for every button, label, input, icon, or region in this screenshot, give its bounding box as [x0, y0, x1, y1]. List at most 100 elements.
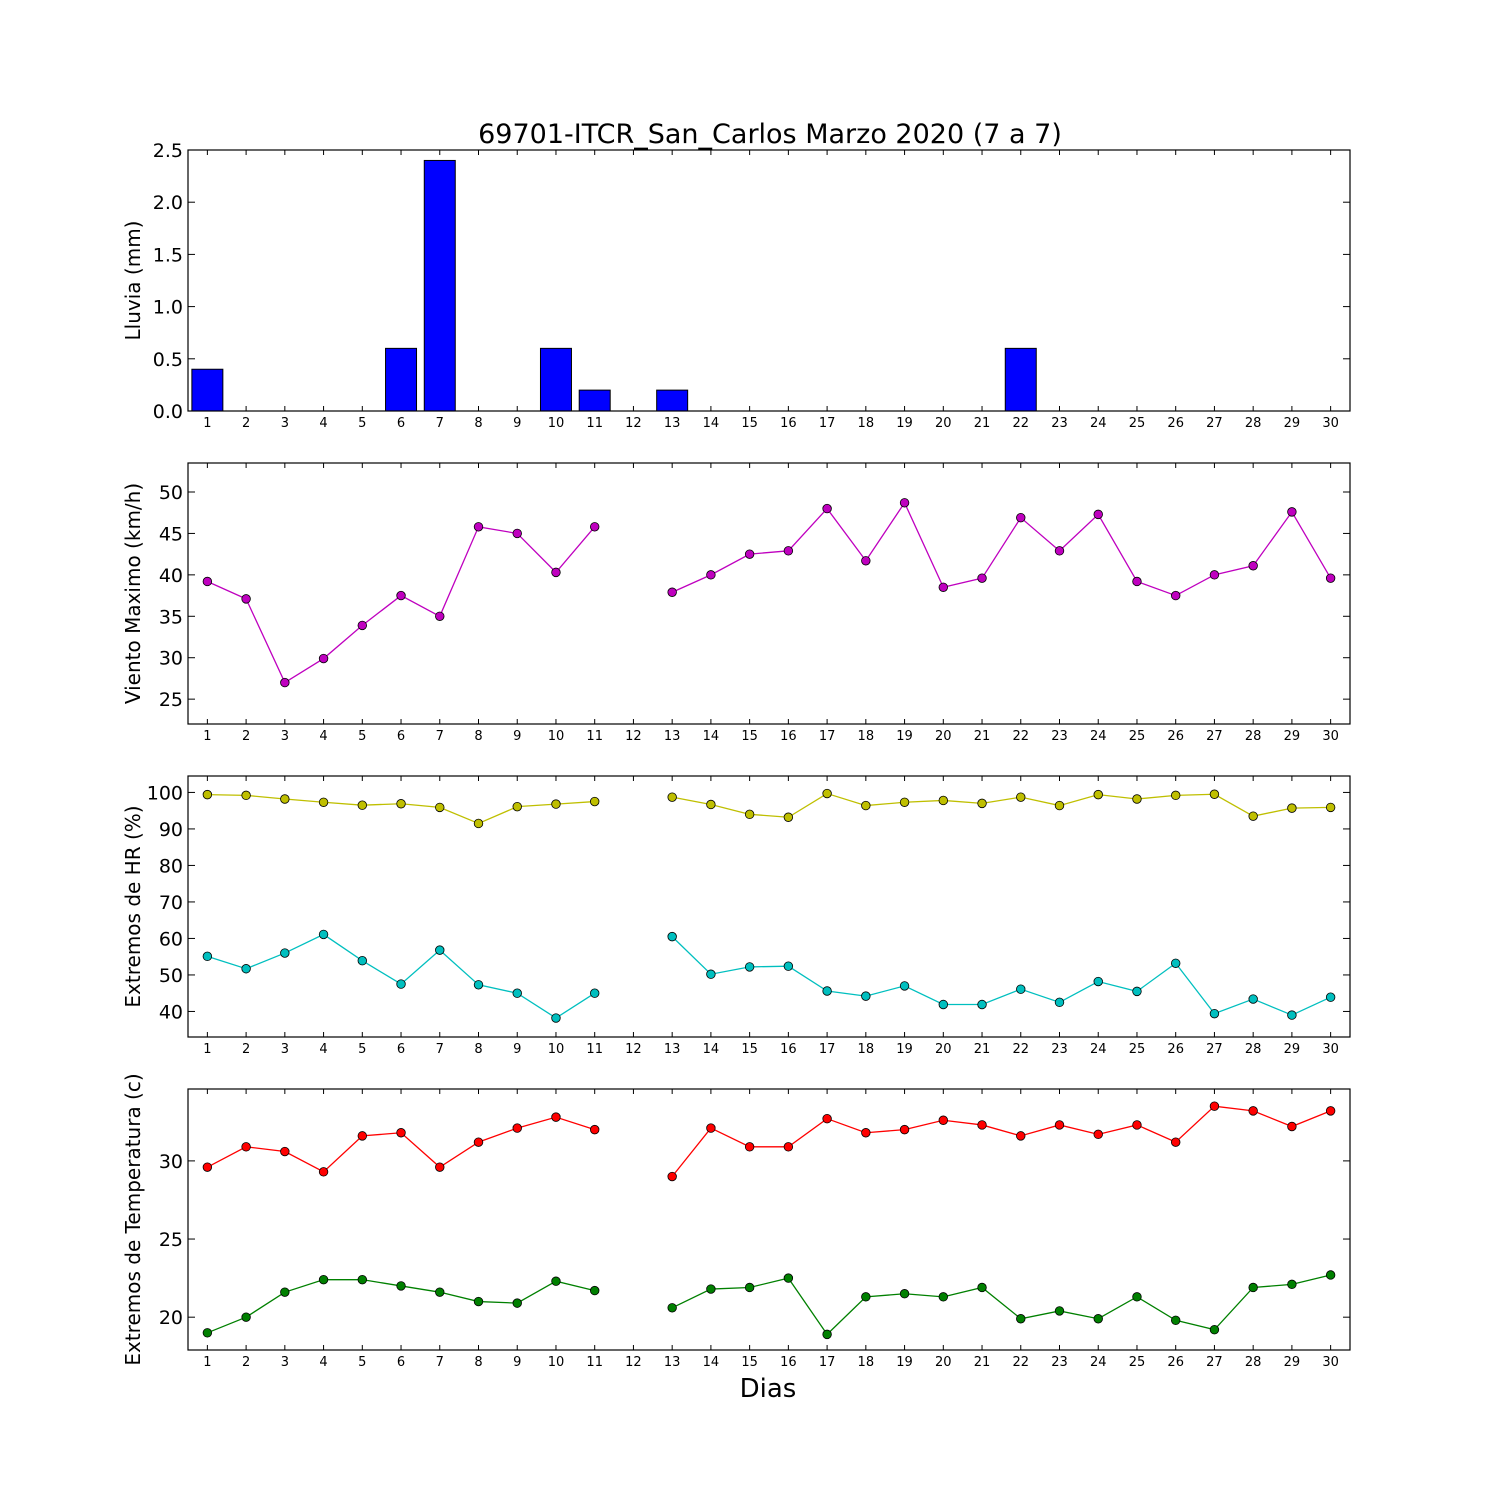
data-point	[1132, 1120, 1142, 1130]
data-point	[1132, 1292, 1142, 1302]
x-tick-label: 27	[1206, 416, 1223, 431]
data-point	[551, 1112, 561, 1122]
x-tick-label: 8	[474, 1042, 482, 1057]
x-tick-label: 8	[474, 416, 482, 431]
data-point	[744, 549, 755, 559]
data-point	[512, 988, 522, 998]
x-tick-label: 15	[741, 416, 758, 431]
x-tick-label: 21	[974, 1355, 991, 1370]
y-tick-label: 50	[159, 965, 183, 987]
x-tick-label: 3	[281, 1042, 289, 1057]
data-point	[435, 1287, 445, 1297]
data-point	[783, 812, 794, 822]
x-tick-label: 2	[242, 729, 250, 744]
x-tick-label: 18	[858, 416, 875, 431]
data-point	[1287, 1121, 1297, 1132]
data-point	[202, 951, 213, 962]
x-tick-label: 1	[203, 416, 211, 431]
data-point	[938, 582, 949, 592]
data-point	[1054, 546, 1065, 556]
x-tick-label: 2	[242, 1355, 250, 1370]
data-point	[1054, 800, 1065, 811]
x-tick-label: 20	[935, 416, 952, 431]
data-point	[1325, 992, 1336, 1002]
y-tick-label: 25	[159, 1229, 183, 1251]
x-tick-label: 10	[548, 1042, 565, 1057]
x-tick-label: 8	[474, 729, 482, 744]
data-point	[1248, 1106, 1258, 1116]
y-tick-label: 2.5	[153, 140, 183, 162]
x-tick-label: 12	[625, 416, 642, 431]
x-tick-label: 13	[664, 1042, 681, 1057]
data-point	[280, 677, 290, 688]
x-tick-label: 15	[741, 1042, 758, 1057]
x-tick-label: 27	[1206, 729, 1223, 744]
x-axis-label: Dias	[740, 1374, 797, 1404]
x-tick-label: 1	[203, 1042, 211, 1057]
x-tick-label: 4	[319, 729, 327, 744]
data-point	[744, 1142, 755, 1152]
x-tick-label: 11	[586, 1042, 603, 1057]
data-point	[280, 794, 290, 804]
data-point	[1054, 1306, 1065, 1316]
y-tick-label: 0.0	[153, 401, 183, 423]
x-tick-label: 3	[281, 416, 289, 431]
data-point	[473, 1296, 484, 1307]
y-tick-label: 1.0	[153, 297, 183, 319]
data-point	[512, 528, 522, 539]
data-point	[202, 789, 213, 800]
plot-frame	[187, 149, 1351, 412]
x-tick-label: 7	[436, 416, 444, 431]
data-point	[551, 567, 561, 578]
data-point	[1016, 1314, 1026, 1324]
x-tick-label: 17	[819, 729, 836, 744]
data-point	[1170, 790, 1181, 801]
data-point	[280, 1146, 290, 1157]
data-point	[1016, 984, 1026, 994]
x-tick-label: 7	[436, 729, 444, 744]
x-tick-label: 25	[1129, 1355, 1146, 1370]
x-tick-label: 26	[1167, 416, 1184, 431]
rain-bar	[1004, 347, 1037, 412]
data-point	[1170, 1137, 1181, 1147]
data-point	[1093, 789, 1103, 800]
x-tick-label: 14	[703, 1355, 720, 1370]
y-axis-label: Viento Maximo (km/h)	[121, 483, 145, 704]
data-point	[1093, 509, 1103, 520]
data-point	[396, 590, 406, 601]
x-tick-label: 10	[548, 1355, 565, 1370]
x-tick-label: 9	[513, 729, 521, 744]
data-point	[899, 498, 910, 508]
x-tick-label: 24	[1090, 1042, 1107, 1057]
data-point	[202, 1162, 213, 1172]
data-point	[396, 1281, 406, 1291]
rain-bar	[385, 347, 418, 412]
data-point	[938, 1115, 949, 1125]
x-tick-label: 27	[1206, 1355, 1223, 1370]
x-tick-label: 15	[741, 729, 758, 744]
x-tick-label: 6	[397, 1355, 405, 1370]
data-point	[396, 799, 406, 809]
data-point	[861, 800, 871, 811]
x-tick-label: 30	[1322, 729, 1339, 744]
data-point	[899, 1289, 910, 1299]
x-tick-label: 9	[513, 416, 521, 431]
data-point	[977, 1120, 987, 1130]
plot-frame	[187, 775, 1351, 1038]
x-tick-label: 22	[1012, 416, 1029, 431]
y-tick-label: 50	[159, 482, 183, 504]
x-tick-label: 26	[1167, 1355, 1184, 1370]
x-tick-label: 23	[1051, 729, 1068, 744]
data-point	[590, 1285, 600, 1296]
y-tick-label: 1.5	[153, 244, 183, 266]
rain-bar	[423, 159, 456, 412]
y-tick-label: 70	[159, 892, 183, 914]
data-point	[512, 1123, 522, 1133]
x-tick-label: 26	[1167, 1042, 1184, 1057]
data-point	[783, 546, 794, 556]
data-point	[667, 1303, 677, 1313]
data-point	[861, 556, 871, 566]
data-point	[473, 980, 484, 990]
